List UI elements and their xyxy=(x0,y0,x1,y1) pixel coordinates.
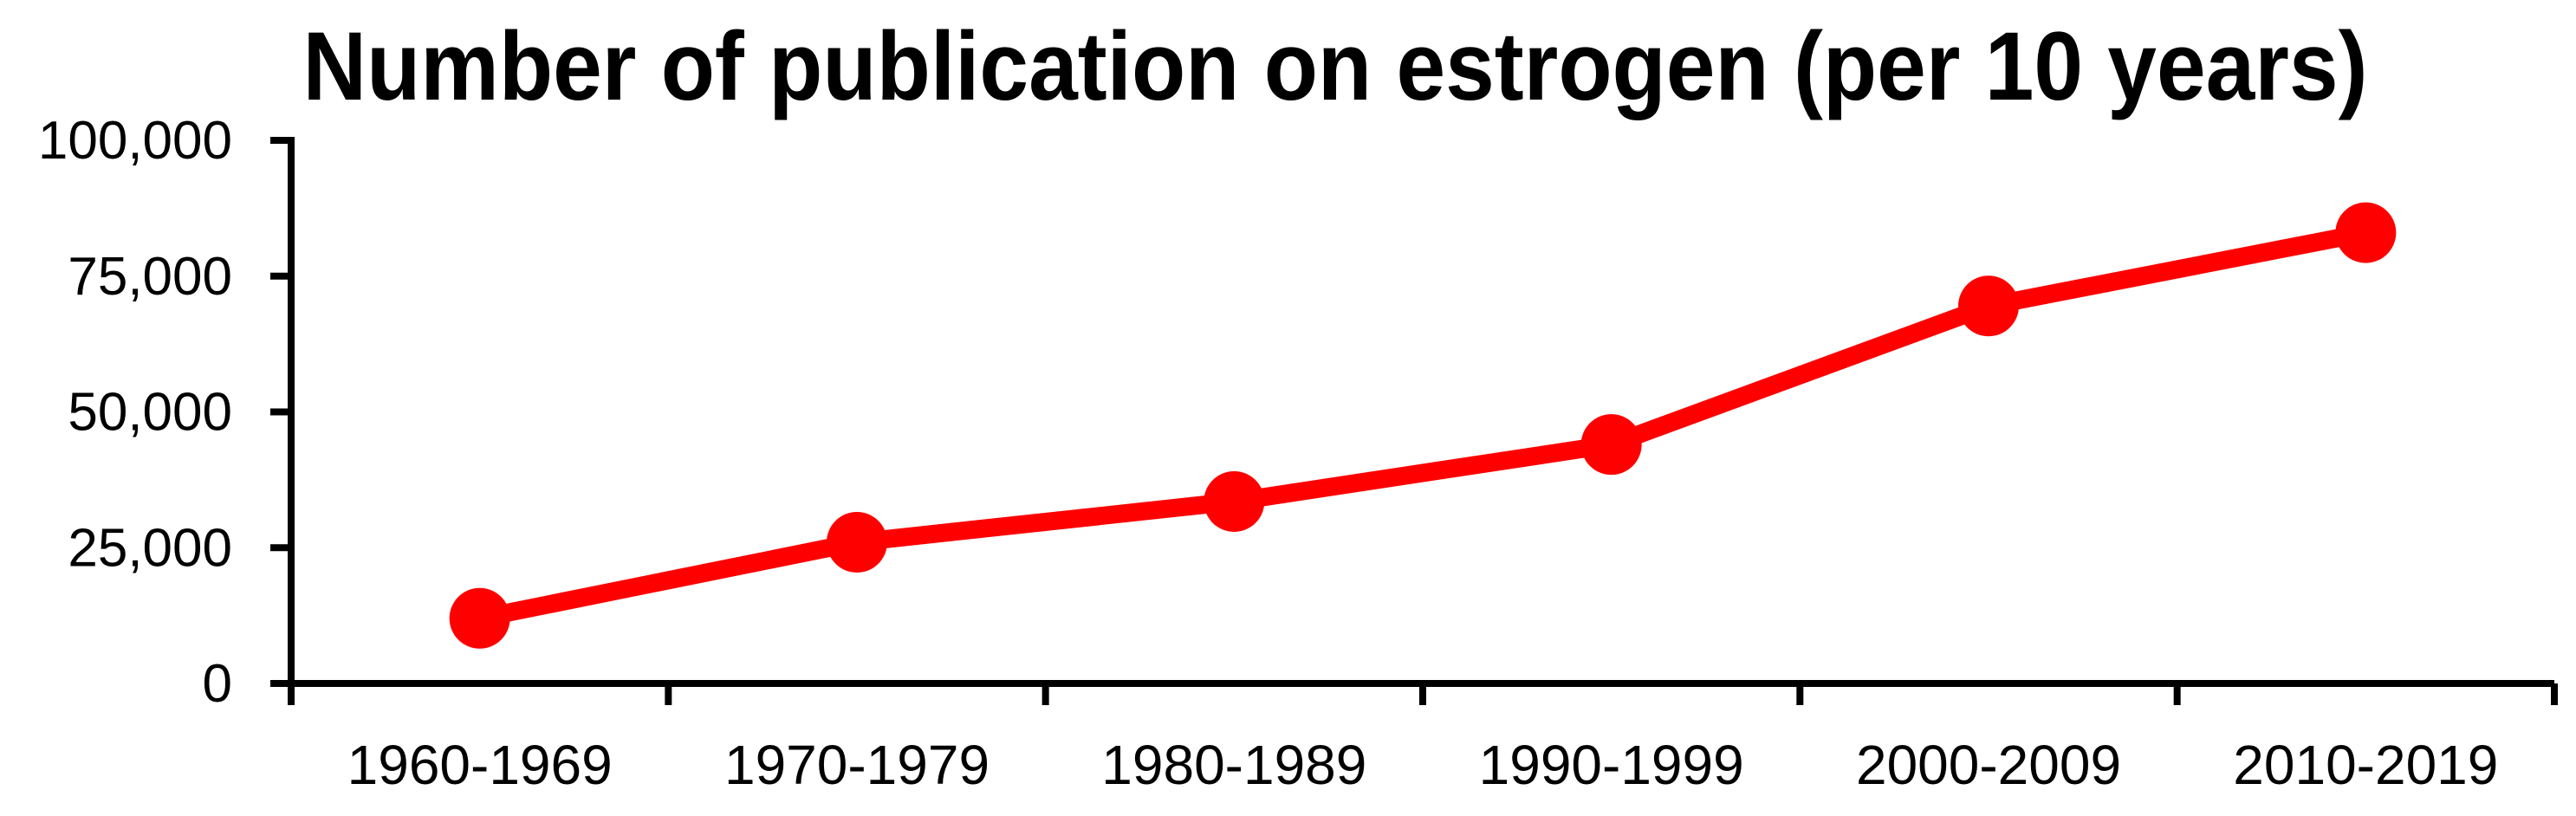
x-category-label: 1980-1989 xyxy=(1101,734,1366,796)
x-category-labels: 1960-1969 1970-1979 1980-1989 1990-1999 2000… xyxy=(347,734,2499,796)
data-point-marker xyxy=(2335,202,2397,263)
data-point-marker xyxy=(1204,470,1265,532)
y-tick-label: 100,000 xyxy=(38,111,232,171)
x-category-label: 1970-1979 xyxy=(724,734,990,796)
data-point-marker xyxy=(449,587,510,649)
y-tick-label: 75,000 xyxy=(68,247,232,307)
data-points xyxy=(449,202,2397,649)
data-line xyxy=(470,223,2375,628)
y-tick-label: 0 xyxy=(203,654,232,714)
axes xyxy=(288,137,2554,687)
data-point-marker xyxy=(1958,275,2019,337)
data-point-marker xyxy=(1580,414,1642,476)
y-axis-ticks xyxy=(270,137,291,687)
y-tick-labels: 0 25,000 50,000 75,000 100,000 xyxy=(38,111,232,714)
x-category-label: 2010-2019 xyxy=(2233,734,2498,796)
chart-title: Number of publication on estrogen (per 1… xyxy=(303,12,2368,120)
x-axis-ticks xyxy=(288,683,2558,705)
x-category-label: 1990-1999 xyxy=(1479,734,1744,796)
data-point-marker xyxy=(827,511,887,573)
y-tick-label: 25,000 xyxy=(68,518,232,578)
y-tick-label: 50,000 xyxy=(68,383,232,443)
x-category-label: 2000-2009 xyxy=(1856,734,2121,796)
x-category-label: 1960-1969 xyxy=(347,734,613,796)
